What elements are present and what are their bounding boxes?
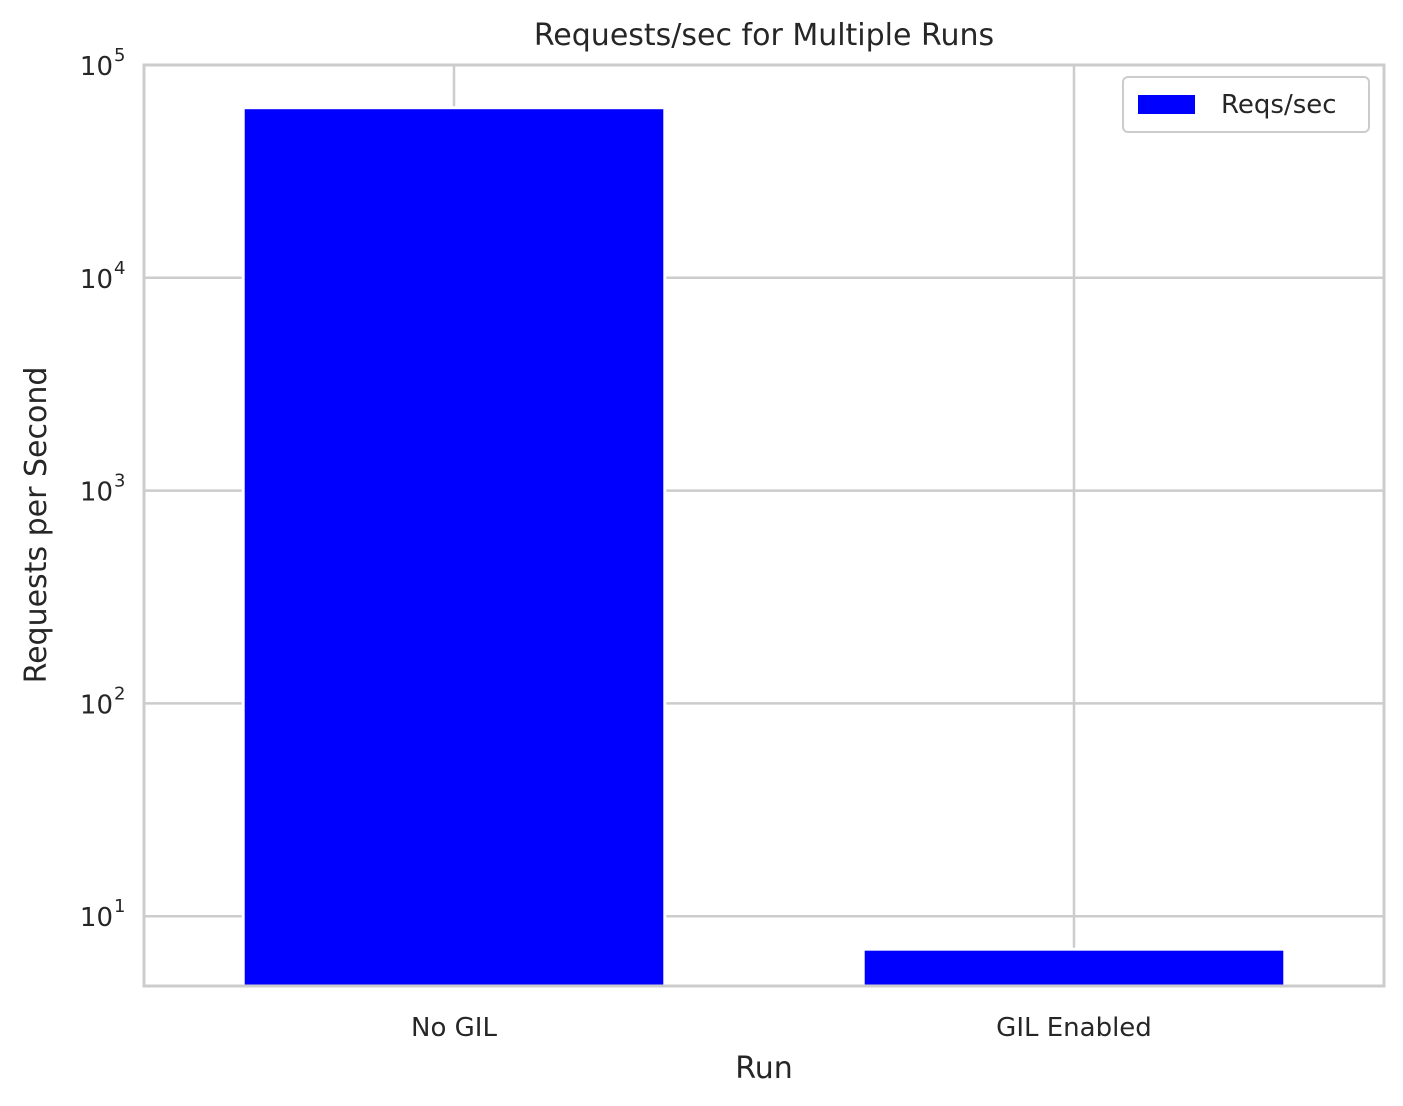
bar-no-gil bbox=[241, 106, 667, 988]
legend-box bbox=[1122, 76, 1370, 133]
y-axis-label: Requests per Second bbox=[19, 367, 54, 684]
y-tick-label: 10 bbox=[80, 903, 113, 933]
legend-swatch bbox=[1138, 95, 1195, 114]
plot-frame bbox=[142, 63, 1386, 988]
y-tick-exponent: 3 bbox=[114, 471, 125, 492]
bar-gil-enabled bbox=[861, 947, 1287, 988]
y-tick-exponent: 4 bbox=[114, 258, 125, 279]
legend: Reqs/sec bbox=[1122, 76, 1370, 133]
chart-title: Requests/sec for Multiple Runs bbox=[534, 18, 994, 53]
y-tick-exponent: 1 bbox=[114, 896, 125, 917]
y-tick-label: 10 bbox=[80, 690, 113, 720]
y-tick-label: 10 bbox=[80, 478, 113, 508]
y-tick-label: 10 bbox=[80, 265, 113, 295]
y-tick-exponent: 2 bbox=[114, 683, 125, 704]
y-tick-exponent: 5 bbox=[114, 45, 125, 66]
x-tick-label: No GIL bbox=[411, 1013, 497, 1043]
x-axis-ticks: No GIL GIL Enabled bbox=[411, 1013, 1152, 1043]
bars bbox=[241, 106, 1287, 988]
x-tick-label: GIL Enabled bbox=[996, 1013, 1152, 1043]
y-tick-label: 10 bbox=[80, 52, 113, 82]
legend-label: Reqs/sec bbox=[1221, 90, 1337, 120]
x-axis-label: Run bbox=[735, 1051, 793, 1086]
